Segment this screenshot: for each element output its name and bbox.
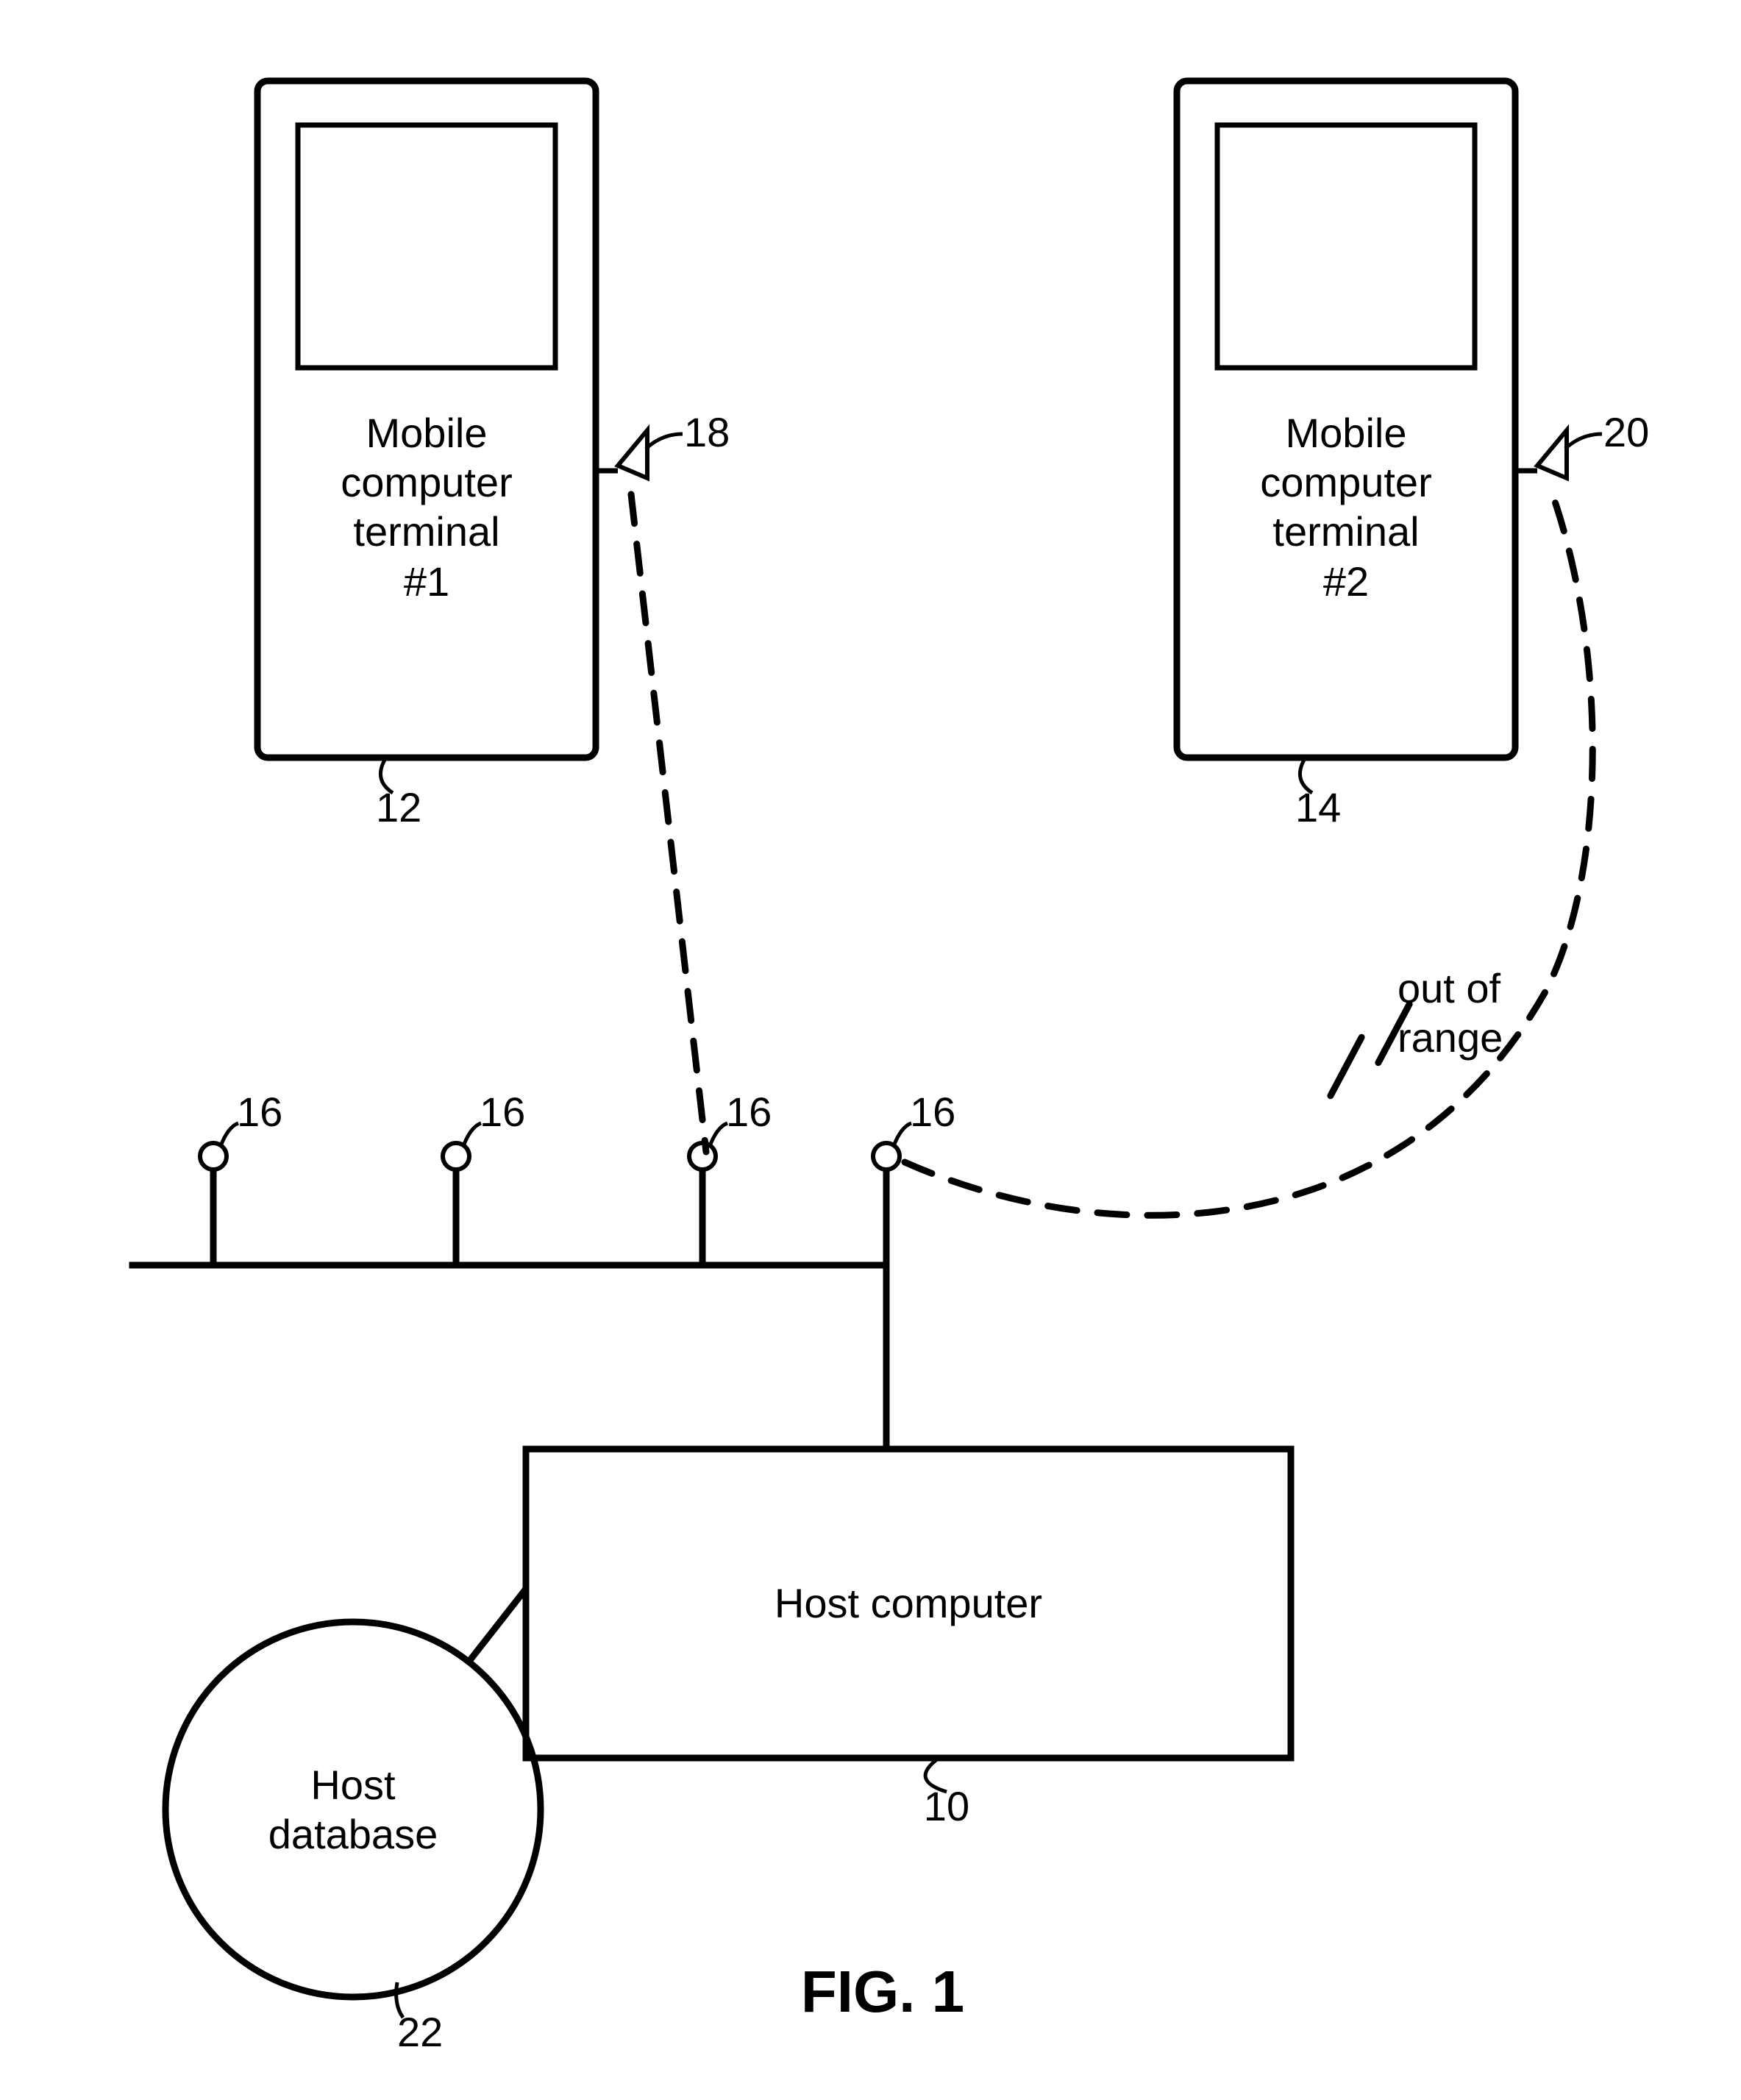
t2-label: Mobile computer terminal #2 [1177, 408, 1515, 606]
t2-antenna-ref: 20 [1603, 412, 1649, 453]
t1-antenna-ref: 18 [684, 412, 730, 453]
db-label: Host database [165, 1760, 541, 1859]
t2-ref: 14 [1295, 787, 1341, 828]
db-ref: 22 [397, 2012, 443, 2053]
base-antenna-ref: 16 [237, 1092, 282, 1133]
out-of-range-label: out of range [1398, 964, 1589, 1062]
base-antenna-ref: 16 [910, 1092, 955, 1133]
base-antenna-ref: 16 [726, 1092, 772, 1133]
base-antenna-ref: 16 [480, 1092, 525, 1133]
t1-ref: 12 [376, 787, 421, 828]
figure-title: FIG. 1 [662, 1957, 1103, 2027]
t1-label: Mobile computer terminal #1 [257, 408, 596, 606]
wireless-link-1 [631, 494, 706, 1152]
host-label: Host computer [526, 1578, 1291, 1628]
figure-stage: Mobile computer terminal #1 12 18 Mobile co… [0, 0, 1741, 2100]
host-ref: 10 [924, 1786, 969, 1827]
